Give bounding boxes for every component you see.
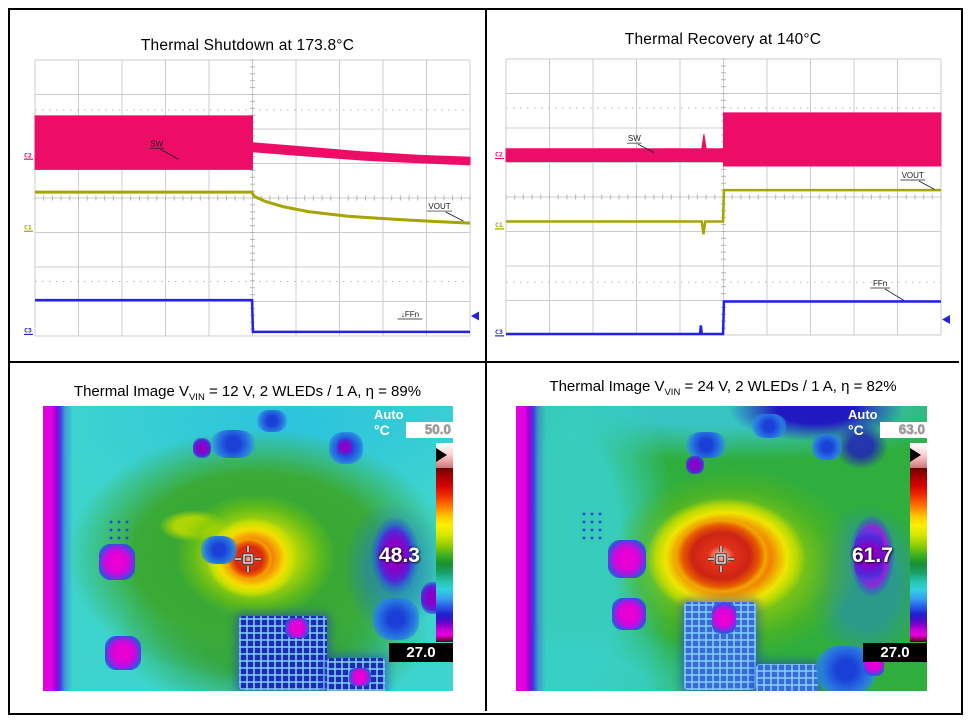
scale-min-value: 27.0	[389, 643, 453, 662]
unit-label: °C	[848, 422, 864, 438]
svg-text:↓FFn: ↓FFn	[401, 310, 419, 319]
thermal-blob	[373, 598, 419, 640]
thermal-blob	[580, 510, 606, 540]
svg-text:C3: C3	[495, 328, 503, 336]
svg-text:C1: C1	[495, 221, 503, 229]
thermal-title-24v: Thermal Image VVIN = 24 V, 2 WLEDs / 1 A…	[487, 378, 959, 398]
vertical-divider	[485, 10, 487, 711]
title-text: Thermal Image V	[73, 383, 189, 400]
title-subscript: VIN	[188, 392, 205, 403]
scale-max-value: 63.0	[880, 422, 927, 438]
thermal-blob	[107, 518, 133, 548]
horizontal-divider	[10, 361, 959, 363]
color-scale-bar	[436, 443, 453, 642]
crosshair-icon	[708, 546, 734, 572]
thermal-blob	[285, 618, 309, 638]
svg-text:C2: C2	[24, 151, 32, 159]
title-text: Thermal Image V	[549, 378, 665, 395]
scale-mode-label: Auto	[374, 407, 404, 422]
svg-text:FFn: FFn	[873, 279, 887, 288]
title-text: = 82%	[849, 378, 897, 395]
title-eta: η	[365, 383, 374, 400]
thermal-blob	[612, 598, 646, 630]
svg-text:C3: C3	[24, 327, 32, 335]
camera-overlay-box: Auto °C 63.0	[842, 406, 927, 439]
scope-recovery-title: Thermal Recovery at 140°C	[624, 31, 822, 48]
thermal-blob	[608, 540, 646, 578]
oscilloscope-recovery-plot: C2 C1 C3 SW VOUT FFn	[492, 54, 954, 342]
scale-min-value: 27.0	[863, 643, 927, 662]
figure-border	[8, 8, 963, 715]
svg-text:SW: SW	[150, 139, 163, 148]
camera-overlay-box: Auto °C 50.0	[368, 406, 453, 439]
svg-text:C1: C1	[24, 223, 32, 231]
scale-pointer-arrow-icon	[910, 448, 921, 462]
thermal-component	[239, 616, 327, 690]
thermal-blob	[686, 456, 704, 474]
scale-pointer	[436, 443, 453, 468]
title-text: = 12 V, 2 WLEDs / 1 A,	[204, 383, 366, 400]
thermal-title-12v: Thermal Image VVIN = 12 V, 2 WLEDs / 1 A…	[10, 383, 485, 403]
spot-temperature: 61.7	[852, 544, 893, 567]
title-text: = 24 V, 2 WLEDs / 1 A,	[680, 378, 842, 395]
thermal-component	[756, 664, 818, 691]
thermal-blob	[337, 438, 353, 456]
thermal-blob	[99, 544, 135, 580]
thermal-blob	[257, 410, 287, 432]
svg-text:VOUT: VOUT	[428, 202, 450, 211]
thermal-blob	[211, 430, 255, 458]
thermal-blob	[201, 536, 237, 564]
crosshair-icon	[235, 546, 261, 572]
thermal-scene	[516, 406, 927, 691]
color-scale-bar	[910, 443, 927, 642]
thermal-blob	[752, 414, 786, 438]
scale-pointer	[910, 443, 927, 468]
thermal-blob	[712, 602, 736, 634]
scale-mode-label: Auto	[848, 407, 878, 422]
scale-gradient	[436, 468, 453, 642]
thermal-image-24v: Auto °C 63.0 27.0 61.7	[516, 406, 927, 691]
scale-gradient	[910, 468, 927, 642]
svg-text:VOUT: VOUT	[902, 171, 924, 180]
thermal-blob	[854, 528, 884, 584]
thermal-blob	[349, 668, 371, 686]
oscilloscope-shutdown-plot: C2 C1 C3 SW VOUT ↓FFn	[21, 55, 483, 343]
scale-pointer-arrow-icon	[436, 448, 447, 462]
scale-max-value: 50.0	[406, 422, 453, 438]
thermal-blob	[686, 432, 726, 458]
spot-temperature: 48.3	[379, 544, 420, 567]
thermal-blob	[105, 636, 141, 670]
scope-shutdown-title: Thermal Shutdown at 173.8°C	[140, 37, 355, 54]
thermal-image-12v: Auto °C 50.0 27.0 48.3	[43, 406, 453, 691]
title-subscript: VIN	[664, 387, 681, 398]
thermal-blob	[812, 434, 842, 460]
title-text: = 89%	[373, 383, 422, 400]
thermal-blob	[193, 438, 211, 458]
unit-label: °C	[374, 422, 390, 438]
title-eta: η	[841, 378, 850, 395]
svg-text:SW: SW	[628, 134, 641, 143]
svg-text:C2: C2	[495, 151, 503, 159]
